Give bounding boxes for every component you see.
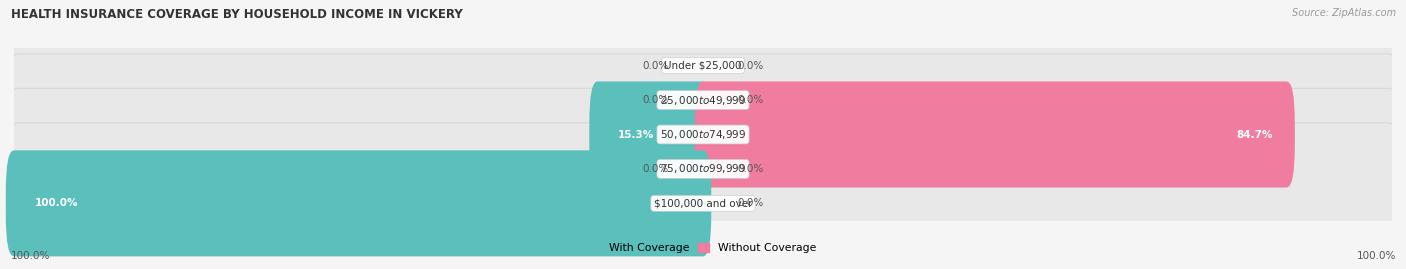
Text: 15.3%: 15.3% (619, 129, 655, 140)
Text: HEALTH INSURANCE COVERAGE BY HOUSEHOLD INCOME IN VICKERY: HEALTH INSURANCE COVERAGE BY HOUSEHOLD I… (11, 8, 463, 21)
Text: 0.0%: 0.0% (738, 95, 763, 105)
FancyBboxPatch shape (4, 0, 1402, 146)
Text: $75,000 to $99,999: $75,000 to $99,999 (659, 162, 747, 175)
FancyBboxPatch shape (589, 82, 711, 187)
Text: 0.0%: 0.0% (643, 95, 669, 105)
Text: 100.0%: 100.0% (11, 251, 51, 261)
FancyBboxPatch shape (4, 54, 1402, 215)
Text: 0.0%: 0.0% (643, 61, 669, 71)
FancyBboxPatch shape (4, 19, 1402, 181)
Text: Under $25,000: Under $25,000 (664, 61, 742, 71)
Text: $25,000 to $49,999: $25,000 to $49,999 (659, 94, 747, 107)
Text: $50,000 to $74,999: $50,000 to $74,999 (659, 128, 747, 141)
Text: 0.0%: 0.0% (738, 198, 763, 208)
Text: 0.0%: 0.0% (738, 164, 763, 174)
FancyBboxPatch shape (4, 88, 1402, 250)
Text: 0.0%: 0.0% (738, 61, 763, 71)
Text: $100,000 and over: $100,000 and over (654, 198, 752, 208)
Text: Source: ZipAtlas.com: Source: ZipAtlas.com (1292, 8, 1396, 18)
FancyBboxPatch shape (695, 82, 1295, 187)
FancyBboxPatch shape (6, 150, 711, 256)
Legend: With Coverage, Without Coverage: With Coverage, Without Coverage (589, 243, 817, 253)
Text: 84.7%: 84.7% (1236, 129, 1272, 140)
Text: 100.0%: 100.0% (1357, 251, 1396, 261)
FancyBboxPatch shape (4, 123, 1402, 269)
Text: 0.0%: 0.0% (643, 164, 669, 174)
Text: 100.0%: 100.0% (35, 198, 79, 208)
